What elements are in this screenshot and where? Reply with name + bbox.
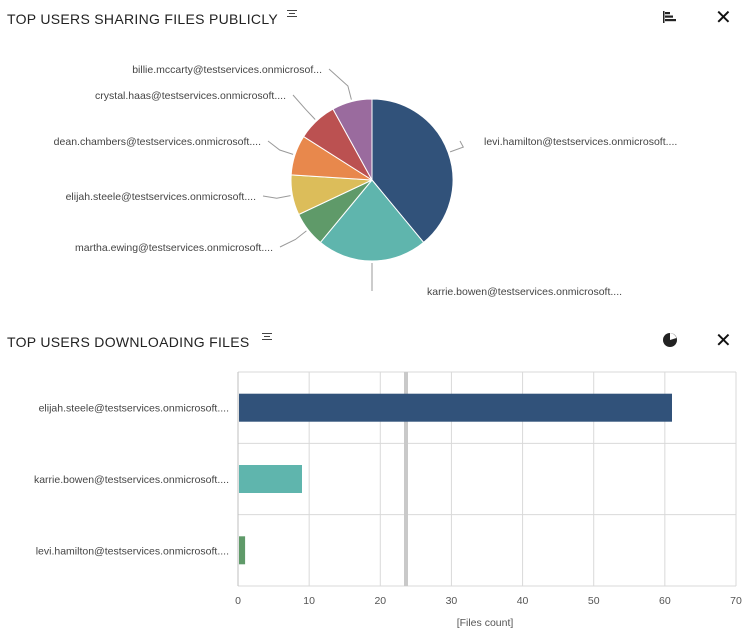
pie-slice-label: dean.chambers@testservices.onmicrosoft..… [54, 136, 261, 148]
pie-slice [332, 98, 373, 181]
x-tick-label: 0 [235, 595, 241, 607]
pie-leader-line [292, 94, 316, 120]
pie-slice [371, 98, 454, 244]
sharing-panel: TOP USERS SHARING FILES PUBLICLY ✕ levi.… [7, 5, 732, 298]
x-tick-label: 50 [588, 595, 600, 607]
pie-chart: levi.hamilton@testservices.onmicrosoft..… [54, 64, 678, 298]
pie-leader-line [279, 230, 307, 248]
bar [239, 536, 246, 565]
x-tick-label: 30 [446, 595, 458, 607]
y-tick-label: levi.hamilton@testservices.onmicrosoft..… [36, 545, 229, 557]
pie-slice-label: karrie.bowen@testservices.onmicrosoft...… [427, 286, 622, 298]
x-tick-label: 20 [374, 595, 386, 607]
close-icon[interactable]: ✕ [715, 5, 732, 29]
bar [239, 393, 672, 422]
hover-cursor-band [404, 372, 408, 586]
downloading-panel-title: TOP USERS DOWNLOADING FILES [7, 334, 250, 350]
list-menu-icon[interactable] [287, 10, 297, 19]
downloading-panel: TOP USERS DOWNLOADING FILES ✕ elijah.ste… [0, 320, 750, 633]
list-menu-icon[interactable] [262, 333, 272, 342]
bar [239, 465, 302, 493]
x-tick-label: 10 [303, 595, 315, 607]
pie-slice-label: elijah.steele@testservices.onmicrosoft..… [66, 191, 256, 203]
pie-leader-line [449, 140, 465, 153]
pie-leader-line [262, 195, 291, 199]
pie-slice [319, 179, 425, 262]
pie-slice-label: crystal.haas@testservices.onmicrosoft...… [95, 90, 286, 102]
y-tick-label: elijah.steele@testservices.onmicrosoft..… [39, 403, 229, 415]
bar-chart-icon[interactable] [662, 10, 678, 24]
pie-slice-label: billie.mccarty@testservices.onmicrosof..… [132, 64, 322, 76]
x-tick-label: 60 [659, 595, 671, 607]
x-axis-label: [Files count] [457, 617, 514, 629]
bar-chart: elijah.steele@testservices.onmicrosoft..… [34, 371, 742, 629]
pie-leader-line [328, 68, 352, 100]
pie-chart-icon[interactable] [662, 332, 678, 348]
close-icon[interactable]: ✕ [715, 328, 732, 352]
x-tick-label: 70 [730, 595, 742, 607]
pie-slice-label: martha.ewing@testservices.onmicrosoft...… [75, 242, 273, 254]
y-tick-label: karrie.bowen@testservices.onmicrosoft...… [34, 474, 229, 486]
pie-slice-label: levi.hamilton@testservices.onmicrosoft..… [484, 136, 677, 148]
pie-leader-line [267, 140, 294, 155]
sharing-panel-title: TOP USERS SHARING FILES PUBLICLY [7, 11, 279, 27]
x-tick-label: 40 [517, 595, 529, 607]
